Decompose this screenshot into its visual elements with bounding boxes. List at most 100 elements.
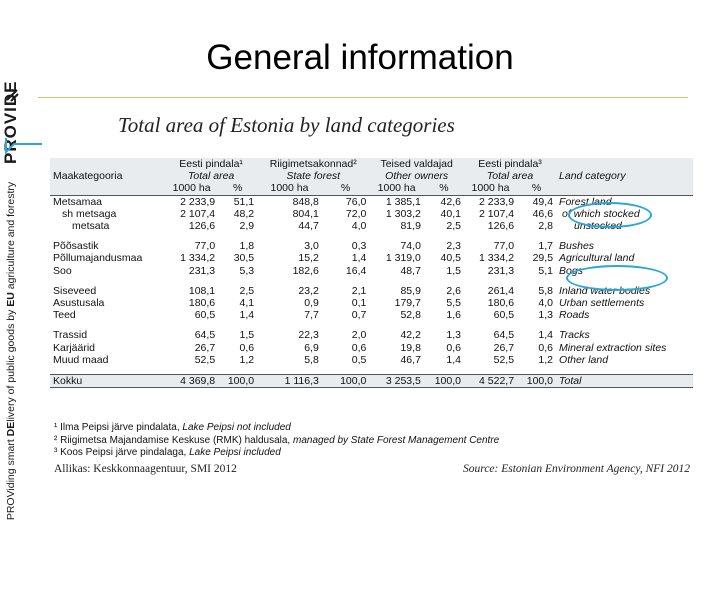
value-cell: 0,5: [351, 353, 367, 366]
value-cell: 1,4: [351, 252, 367, 265]
value-cell: 1,6: [446, 309, 461, 322]
header-sub: Other owners: [369, 170, 464, 183]
unit-header: 1000 ha: [369, 182, 424, 196]
source-right: Source: Estonian Environment Agency, NFI…: [463, 463, 690, 475]
table-total-row: Kokku 4 369,8 100,0 1 116,3 100,0 3 253,5 100,…: [50, 374, 693, 389]
value-cell: 180,6: [188, 297, 216, 310]
table-body: Metsamaa 2 233,9 51,1 848,8 76,0 1 385,1 42,6 2…: [50, 194, 693, 389]
unit-header: 1000 ha: [257, 182, 322, 196]
value-cell: 15,2: [298, 252, 319, 265]
value-cell: 48,2: [233, 207, 255, 220]
value-cell: 1,8: [239, 240, 255, 253]
table-row: Trassid 64,5 1,5 22,3 2,0 42,2 1,3 64,5 1,4 Track…: [50, 329, 693, 341]
value-cell: 1,3: [446, 329, 461, 342]
category-et: Kokku: [50, 374, 166, 389]
value-cell: 2,8: [538, 220, 554, 233]
value-cell: 1,5: [446, 264, 461, 277]
value-cell: 30,5: [233, 252, 255, 265]
value-cell: 46,7: [400, 353, 421, 366]
header-group: Riigimetsakonnad²: [257, 158, 370, 171]
footnote: ³ Koos Peipsi järve pindalaga, Lake Peip…: [54, 447, 281, 458]
value-cell: 26,7: [194, 341, 216, 354]
value-cell: 2 233,9: [165, 194, 219, 208]
value-cell: 100,0: [321, 374, 370, 389]
value-cell: 77,0: [493, 240, 515, 253]
value-cell: 49,4: [517, 194, 557, 208]
value-cell: 180,6: [487, 297, 515, 310]
header-category-et: Maakategooria: [50, 170, 166, 183]
value-cell: 1,4: [538, 329, 554, 342]
figure-title: Total area of Estonia by land categories: [118, 113, 455, 137]
header-group: Eesti pindala¹: [165, 158, 258, 171]
value-cell: 19,8: [400, 341, 421, 354]
value-cell: 2 233,9: [463, 194, 518, 208]
category-en: Bushes: [559, 240, 595, 253]
value-cell: 261,4: [487, 284, 515, 297]
value-cell: 3,0: [304, 240, 319, 253]
provide-logo: PROVIDE: [1, 80, 20, 166]
category-et: Asustusala: [53, 297, 105, 310]
value-cell: 6,9: [304, 341, 319, 354]
value-cell: 4 522,7: [463, 374, 518, 389]
value-cell: 22,3: [298, 329, 319, 342]
value-cell: 1,4: [239, 309, 255, 322]
category-et: Siseveed: [53, 284, 97, 297]
value-cell: 2,0: [351, 329, 367, 342]
value-cell: 100,0: [218, 374, 258, 389]
value-cell: 126,6: [188, 220, 216, 233]
table-header-sub: Maakategooria Total area State forest Ot…: [50, 170, 693, 183]
value-cell: 2 107,4: [479, 207, 515, 220]
value-cell: 16,4: [345, 264, 367, 277]
value-cell: 48,7: [400, 264, 421, 277]
value-cell: 0,6: [239, 341, 255, 354]
source-left: Allikas: Keskkonnaagentuur, SMI 2012: [54, 463, 237, 475]
highlight-circle-forest: [568, 202, 652, 228]
category-et: sh metsaga: [62, 207, 117, 220]
value-cell: 4,1: [239, 297, 255, 310]
unit-header: 1000 ha: [165, 182, 219, 196]
value-cell: 2 107,4: [180, 207, 216, 220]
value-cell: 1,3: [538, 309, 554, 322]
accent-line-decoration: [5, 138, 42, 155]
category-en: Roads: [559, 309, 590, 322]
value-cell: 42,2: [400, 329, 421, 342]
header-category-en: Land category: [556, 170, 693, 183]
category-et: Teed: [53, 309, 76, 322]
value-cell: 52,5: [194, 353, 216, 366]
unit-header: %: [218, 182, 258, 196]
value-cell: 5,8: [538, 284, 554, 297]
header-group: Teised valdajad: [369, 158, 464, 171]
value-cell: 0,3: [351, 240, 367, 253]
value-cell: 2,3: [446, 240, 461, 253]
value-cell: 2,5: [239, 284, 255, 297]
table-row: Põõsastik 77,0 1,8 3,0 0,3 74,0 2,3 77,0 1,7 Bush…: [50, 240, 693, 252]
value-cell: 64,5: [194, 329, 216, 342]
category-et: Muud maad: [53, 353, 109, 366]
land-categories-table: Eesti pindala¹ Riigimetsakonnad² Teised …: [50, 158, 693, 389]
value-cell: 72,0: [345, 207, 367, 220]
value-cell: 1,5: [239, 329, 255, 342]
value-cell: 0,6: [351, 341, 367, 354]
table-row: Muud maad 52,5 1,2 5,8 0,5 46,7 1,4 52,5 1,2 Othe…: [50, 354, 693, 366]
category-et: Põõsastik: [53, 240, 99, 253]
table-header-units: 1000 ha % 1000 ha % 1000 ha % 1000 ha %: [50, 182, 693, 196]
value-cell: 231,3: [487, 264, 515, 277]
value-cell: 4,0: [351, 220, 367, 233]
value-cell: 26,7: [493, 341, 515, 354]
value-cell: 51,1: [218, 194, 258, 208]
value-cell: 0,6: [538, 341, 554, 354]
table-row: Karjäärid 26,7 0,6 6,9 0,6 19,8 0,6 26,7 0,6 Mine…: [50, 342, 693, 354]
value-cell: 0,7: [351, 309, 367, 322]
value-cell: 1 334,2: [479, 252, 515, 265]
value-cell: 1,4: [446, 353, 461, 366]
header-sub: Total area: [463, 170, 557, 183]
category-et: Metsamaa: [50, 194, 166, 208]
value-cell: 179,7: [394, 297, 421, 310]
row-spacer: [50, 321, 693, 329]
value-cell: 44,7: [298, 220, 319, 233]
value-cell: 40,1: [440, 207, 461, 220]
unit-header: %: [423, 182, 464, 196]
category-en: Agricultural land: [559, 252, 635, 265]
value-cell: 0,1: [351, 297, 367, 310]
value-cell: 4,0: [538, 297, 554, 310]
